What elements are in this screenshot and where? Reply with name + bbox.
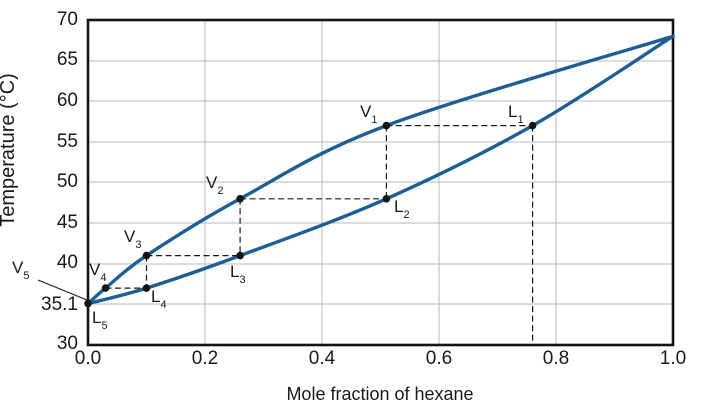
svg-text:40: 40 [57, 252, 78, 273]
svg-text:1.0: 1.0 [660, 348, 686, 369]
svg-text:L3: L3 [230, 262, 246, 286]
svg-text:65: 65 [57, 49, 78, 70]
svg-text:35.1: 35.1 [41, 294, 78, 315]
svg-text:0.2: 0.2 [192, 348, 218, 369]
svg-text:V2: V2 [206, 173, 223, 197]
svg-text:L2: L2 [394, 197, 410, 221]
svg-text:50: 50 [57, 171, 78, 192]
svg-text:V1: V1 [360, 102, 377, 126]
svg-text:70: 70 [57, 9, 78, 30]
svg-text:0.4: 0.4 [309, 348, 336, 369]
svg-text:L5: L5 [92, 308, 108, 332]
svg-text:V5: V5 [12, 258, 29, 282]
svg-text:0.8: 0.8 [543, 348, 569, 369]
svg-text:Temperature (°C): Temperature (°C) [0, 73, 19, 227]
svg-text:Mole fraction of hexane: Mole fraction of hexane [286, 384, 473, 404]
svg-text:L4: L4 [151, 287, 167, 311]
svg-text:0.6: 0.6 [426, 348, 452, 369]
svg-text:55: 55 [57, 131, 78, 152]
svg-text:L1: L1 [508, 102, 524, 126]
svg-text:V3: V3 [124, 227, 141, 251]
svg-text:60: 60 [57, 90, 78, 111]
svg-text:45: 45 [57, 212, 78, 233]
svg-text:0.0: 0.0 [75, 348, 101, 369]
